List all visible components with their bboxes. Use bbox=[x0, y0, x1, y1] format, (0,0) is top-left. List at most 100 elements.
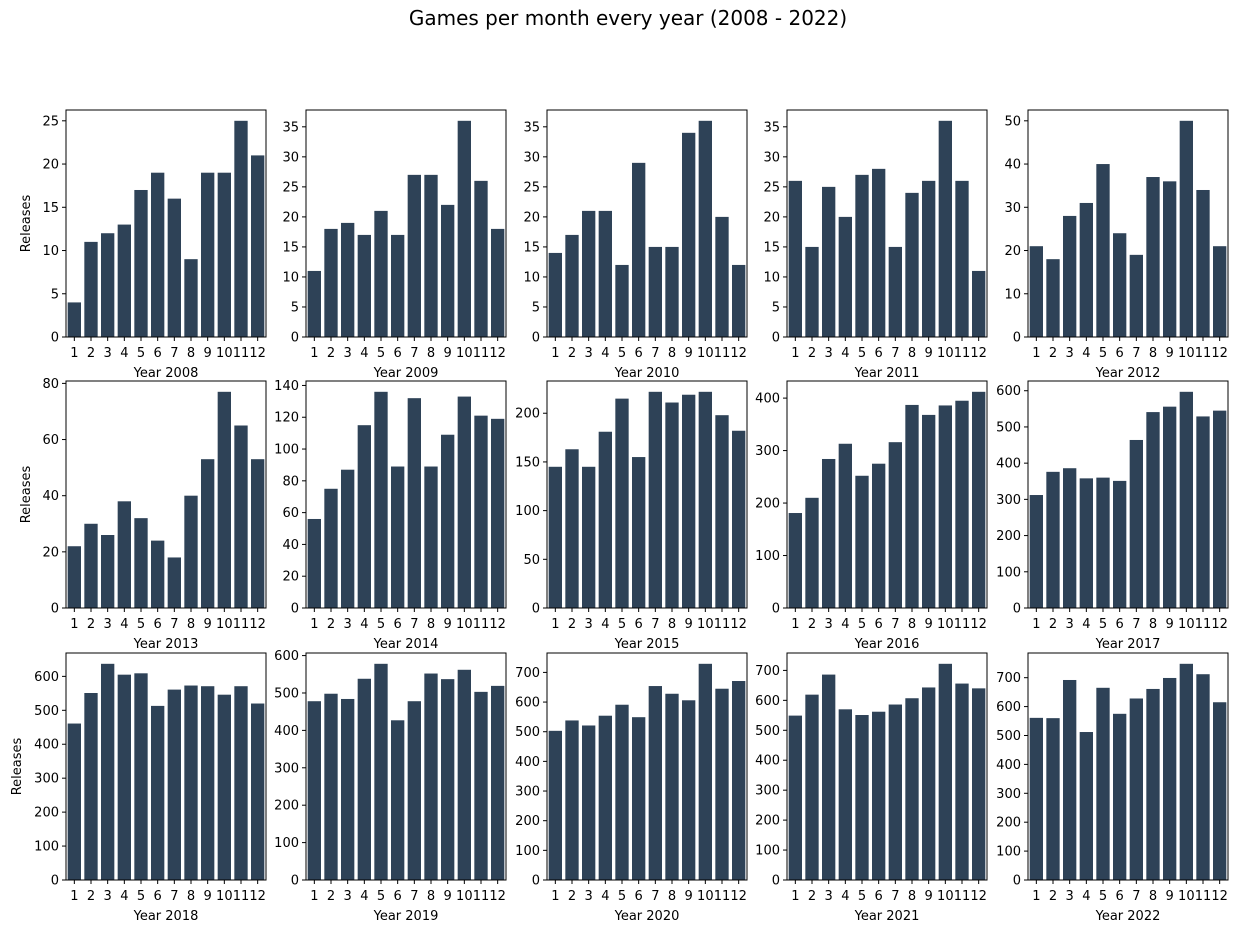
bar bbox=[1063, 468, 1077, 608]
x-tick-label: 5 bbox=[137, 617, 145, 632]
x-tick-label: 3 bbox=[825, 617, 833, 632]
bar bbox=[251, 155, 265, 337]
bar bbox=[565, 449, 579, 608]
bar bbox=[972, 391, 986, 608]
x-tick-label: 7 bbox=[891, 617, 899, 632]
x-tick-label: 3 bbox=[585, 346, 593, 361]
bar bbox=[101, 535, 115, 608]
bar bbox=[615, 264, 629, 337]
x-tick-label: 9 bbox=[444, 346, 452, 361]
bar bbox=[838, 443, 852, 608]
y-tick-label: 15 bbox=[282, 240, 299, 255]
x-tick-label: 2 bbox=[87, 889, 95, 904]
y-tick-label: 40 bbox=[282, 538, 299, 553]
x-tick-label: 11 bbox=[473, 617, 490, 632]
x-tick-label: 1 bbox=[1032, 889, 1040, 904]
bar bbox=[1029, 717, 1043, 880]
y-tick-label: 60 bbox=[42, 433, 59, 448]
bar bbox=[1113, 233, 1127, 337]
bar bbox=[665, 402, 679, 608]
bar bbox=[307, 270, 321, 337]
bar bbox=[1029, 246, 1043, 337]
y-tick-label: 140 bbox=[274, 379, 299, 394]
x-tick-label: 7 bbox=[170, 617, 178, 632]
x-tick-label: 9 bbox=[925, 617, 933, 632]
x-tick-label: 10 bbox=[937, 346, 954, 361]
axes-frame bbox=[786, 380, 988, 609]
bar bbox=[151, 705, 165, 880]
y-tick-label: 500 bbox=[515, 725, 540, 740]
bar bbox=[201, 459, 215, 608]
y-tick-label: 25 bbox=[42, 114, 59, 129]
x-tick-label: 7 bbox=[651, 617, 659, 632]
bar bbox=[1196, 189, 1210, 337]
y-tick-label: 0 bbox=[1013, 602, 1021, 617]
x-tick-label: 10 bbox=[1178, 617, 1195, 632]
bar bbox=[491, 228, 505, 337]
axes-frame bbox=[1027, 109, 1229, 338]
x-axis-label: Year 2016 bbox=[854, 637, 920, 652]
bar bbox=[598, 431, 612, 608]
x-tick-label: 12 bbox=[970, 346, 987, 361]
x-tick-label: 9 bbox=[204, 346, 212, 361]
axes-frame bbox=[305, 109, 507, 338]
x-tick-label: 10 bbox=[937, 889, 954, 904]
x-tick-label: 11 bbox=[954, 346, 971, 361]
bar bbox=[1096, 164, 1110, 337]
bar bbox=[457, 669, 471, 880]
y-tick-label: 300 bbox=[515, 785, 540, 800]
bar bbox=[1046, 471, 1060, 608]
y-tick-label: 600 bbox=[996, 700, 1021, 715]
x-tick-label: 7 bbox=[170, 346, 178, 361]
x-tick-label: 5 bbox=[377, 346, 385, 361]
bar bbox=[201, 172, 215, 337]
x-tick-label: 3 bbox=[585, 617, 593, 632]
bar bbox=[1146, 177, 1160, 337]
x-tick-label: 6 bbox=[394, 346, 402, 361]
bar bbox=[665, 693, 679, 880]
bar bbox=[167, 557, 181, 608]
x-tick-label: 7 bbox=[1132, 617, 1140, 632]
x-tick-label: 6 bbox=[154, 346, 162, 361]
bar bbox=[341, 469, 355, 608]
y-tick-label: 50 bbox=[1004, 114, 1021, 129]
y-tick-label: 5 bbox=[291, 300, 299, 315]
y-tick-label: 200 bbox=[515, 814, 540, 829]
y-tick-label: 500 bbox=[34, 704, 59, 719]
x-tick-label: 1 bbox=[551, 617, 559, 632]
y-tick-label: 5 bbox=[51, 287, 59, 302]
x-tick-label: 3 bbox=[825, 889, 833, 904]
bar bbox=[565, 720, 579, 880]
bar bbox=[1063, 679, 1077, 880]
bar bbox=[582, 210, 596, 337]
x-tick-label: 12 bbox=[970, 889, 987, 904]
bar bbox=[407, 174, 421, 337]
bar bbox=[922, 414, 936, 608]
y-tick-label: 600 bbox=[755, 694, 780, 709]
axes-frame bbox=[546, 380, 748, 609]
x-tick-label: 5 bbox=[618, 617, 626, 632]
bar bbox=[888, 442, 902, 608]
x-tick-label: 6 bbox=[875, 617, 883, 632]
y-tick-label: 35 bbox=[523, 120, 540, 135]
bar bbox=[457, 396, 471, 608]
x-tick-label: 4 bbox=[841, 346, 849, 361]
x-tick-label: 9 bbox=[1166, 346, 1174, 361]
bar bbox=[715, 688, 729, 880]
x-tick-label: 2 bbox=[327, 346, 335, 361]
bar bbox=[67, 302, 81, 337]
bar bbox=[474, 180, 488, 337]
y-tick-label: 120 bbox=[274, 411, 299, 426]
x-tick-label: 1 bbox=[791, 889, 799, 904]
bar bbox=[698, 391, 712, 608]
x-tick-label: 12 bbox=[249, 346, 266, 361]
bar bbox=[715, 216, 729, 337]
bar bbox=[698, 120, 712, 337]
bar bbox=[682, 132, 696, 337]
x-tick-label: 9 bbox=[925, 346, 933, 361]
